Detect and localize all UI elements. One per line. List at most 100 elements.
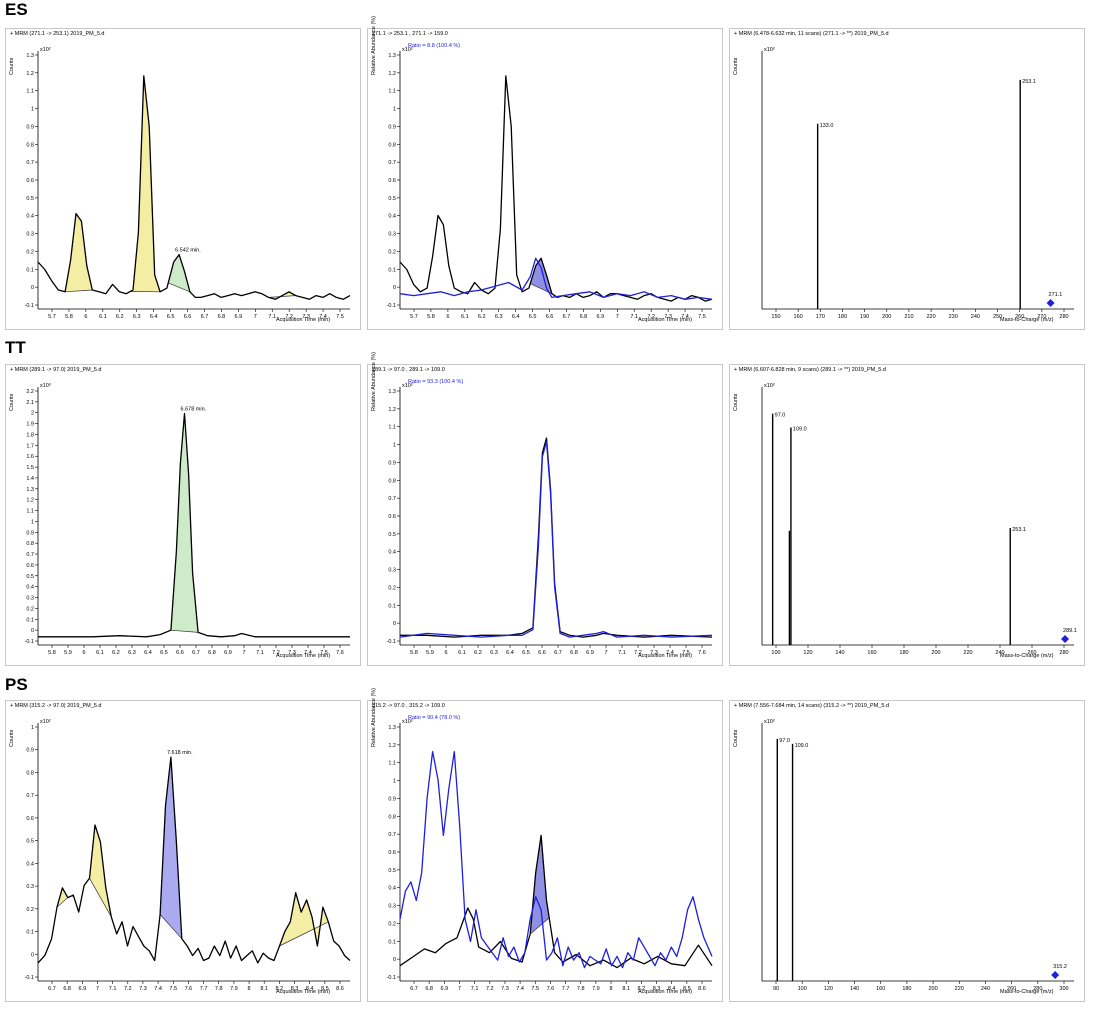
panel-title: + MRM (7.556-7.684 min, 14 scans) (315.2… xyxy=(734,703,889,709)
x-tick-label: 5.8 xyxy=(65,314,73,320)
plot-area: -0.1 0 0.1 0.2 0.3 0.4 0.5 0.6 0.7 0.8 0.9 1 6.7 6.8 6… xyxy=(25,723,351,992)
x-tick-label: 6.7 xyxy=(563,314,571,320)
x-tick-label: 8.1 xyxy=(622,986,630,992)
precursor-marker-icon xyxy=(1046,299,1055,307)
y-tick-label: 1.2 xyxy=(388,71,396,77)
peak-rt-annotation: 6.542 min. xyxy=(175,248,201,254)
panel-subtitle: Ratio = 93.3 (100.4 %) xyxy=(408,379,464,385)
y-tick-label: 0 xyxy=(393,285,396,291)
y-tick-label: 0.1 xyxy=(26,617,34,623)
y-tick-label: 0.3 xyxy=(388,904,396,910)
x-tick-label: 7.4 xyxy=(666,650,674,656)
x-tick-label: 7.2 xyxy=(634,650,642,656)
y-tick-label: 0.6 xyxy=(26,816,34,822)
x-tick-label: 220 xyxy=(963,650,972,656)
x-tick-label: 8.4 xyxy=(668,986,676,992)
x-tick-label: 6.1 xyxy=(461,314,469,320)
x-tick-label: 6.8 xyxy=(208,650,216,656)
x-tick-label: 8.2 xyxy=(276,986,284,992)
x-tick-label: 6.8 xyxy=(63,986,71,992)
x-tick-label: 6.6 xyxy=(184,314,192,320)
x-tick-label: 240 xyxy=(971,314,980,320)
spectrum-bar-label: 253.1 xyxy=(1022,79,1036,85)
y-tick-label: 1.3 xyxy=(388,53,396,59)
x-tick-label: 120 xyxy=(824,986,833,992)
y-tick-label: 1.1 xyxy=(26,509,34,515)
y-tick-label: 1.7 xyxy=(26,443,34,449)
x-axis-label: Mass-to-Charge (m/z) xyxy=(1000,653,1054,659)
y-tick-label: 0.3 xyxy=(26,884,34,890)
x-tick-label: 6.7 xyxy=(192,650,200,656)
x-tick-label: 6.4 xyxy=(150,314,158,320)
x-tick-label: 7.3 xyxy=(664,314,672,320)
x-tick-label: 6.1 xyxy=(96,650,104,656)
y-tick-label: 0.7 xyxy=(388,496,396,502)
y-tick-label: -0.1 xyxy=(387,303,396,309)
row-label-tt: TT xyxy=(5,338,26,357)
y-exponent: x10² xyxy=(402,47,413,53)
y-tick-label: 0.7 xyxy=(26,160,34,166)
x-tick-label: 6.9 xyxy=(440,986,448,992)
peak-rt-annotation: 7.618 min. xyxy=(167,750,193,756)
y-exponent: x10² xyxy=(40,47,51,53)
x-tick-label: 170 xyxy=(816,314,825,320)
x-tick-label: 300 xyxy=(1059,986,1068,992)
plot-area: -0.1 0 0.1 0.2 0.3 0.4 0.5 0.6 0.7 0.8 0.9 1 1.1 1.2 1… xyxy=(25,51,351,320)
x-tick-label: 150 xyxy=(771,314,780,320)
y-tick-label: 0.3 xyxy=(26,232,34,238)
y-tick-label: 0.6 xyxy=(388,514,396,520)
x-tick-label: 8.6 xyxy=(336,986,344,992)
x-axis-label: Acquisition Time (min) xyxy=(638,989,693,995)
x-tick-label: 6.1 xyxy=(99,314,107,320)
precursor-label: 271.1 xyxy=(1049,292,1063,298)
x-tick-label: 6.5 xyxy=(167,314,175,320)
panel-title: + MRM (271.1 -> 253.1) 2019_PM_5.d xyxy=(10,31,105,37)
x-tick-label: 6.6 xyxy=(538,650,546,656)
ps-qualifier-panel: 315.2 -> 97.0 , 315.2 -> 109.0 Ratio = 90… xyxy=(367,688,723,1002)
x-tick-label: 7.8 xyxy=(577,986,585,992)
x-tick-label: 7.3 xyxy=(650,650,658,656)
x-tick-label: 7.5 xyxy=(682,650,690,656)
series-line-quantifier xyxy=(399,75,713,302)
x-tick-label: 160 xyxy=(876,986,885,992)
tt-spectrum-panel: + MRM (6.607-6.828 min, 9 scans) (289.1 … xyxy=(729,364,1085,666)
x-tick-label: 280 xyxy=(1033,986,1042,992)
x-tick-label: 7.1 xyxy=(618,650,626,656)
panel-title: + MRM (6.607-6.828 min, 9 scans) (289.1 … xyxy=(734,367,886,373)
x-tick-label: 6.2 xyxy=(116,314,124,320)
y-tick-label: 0.6 xyxy=(388,178,396,184)
x-tick-label: 7.4 xyxy=(304,650,312,656)
x-tick-label: 7.4 xyxy=(319,314,327,320)
panel-title: 271.1 -> 253.1 , 271.1 -> 159.0 xyxy=(372,31,448,37)
y-tick-label: 0 xyxy=(393,957,396,963)
es-spectrum-panel: + MRM (6.478-6.632 min, 11 scans) (271.1… xyxy=(729,28,1085,330)
y-tick-label: 0.4 xyxy=(388,214,396,220)
x-axis-label: Acquisition Time (min) xyxy=(276,317,331,323)
y-tick-label: 2 xyxy=(31,411,34,417)
x-tick-label: 8.5 xyxy=(683,986,691,992)
y-tick-label: 1 xyxy=(31,107,34,113)
x-tick-label: 6.1 xyxy=(458,650,466,656)
x-tick-label: 6.9 xyxy=(235,314,243,320)
y-exponent: x10² xyxy=(764,383,775,389)
x-tick-label: 5.7 xyxy=(48,314,56,320)
x-tick-label: 100 xyxy=(771,650,780,656)
y-tick-label: -0.1 xyxy=(387,639,396,645)
panel-title: 289.1 -> 97.0 , 289.1 -> 109.0 xyxy=(372,367,445,373)
x-tick-label: 8.3 xyxy=(291,986,299,992)
x-tick-label: 6.8 xyxy=(580,314,588,320)
x-axis-label: Mass-to-Charge (m/z) xyxy=(1000,989,1054,995)
x-tick-label: 5.8 xyxy=(48,650,56,656)
y-tick-label: 0.2 xyxy=(26,907,34,913)
x-tick-label: 270 xyxy=(1037,314,1046,320)
y-tick-label: 0.8 xyxy=(26,142,34,148)
x-tick-label: 5.9 xyxy=(64,650,72,656)
x-tick-label: 280 xyxy=(1059,650,1068,656)
y-tick-label: 0.2 xyxy=(388,249,396,255)
x-tick-label: 7.5 xyxy=(531,986,539,992)
y-tick-label: 0.1 xyxy=(388,939,396,945)
y-tick-label: 0.9 xyxy=(388,796,396,802)
x-tick-label: 7.3 xyxy=(302,314,310,320)
y-tick-label: 1.2 xyxy=(388,407,396,413)
x-tick-label: 7.7 xyxy=(562,986,570,992)
